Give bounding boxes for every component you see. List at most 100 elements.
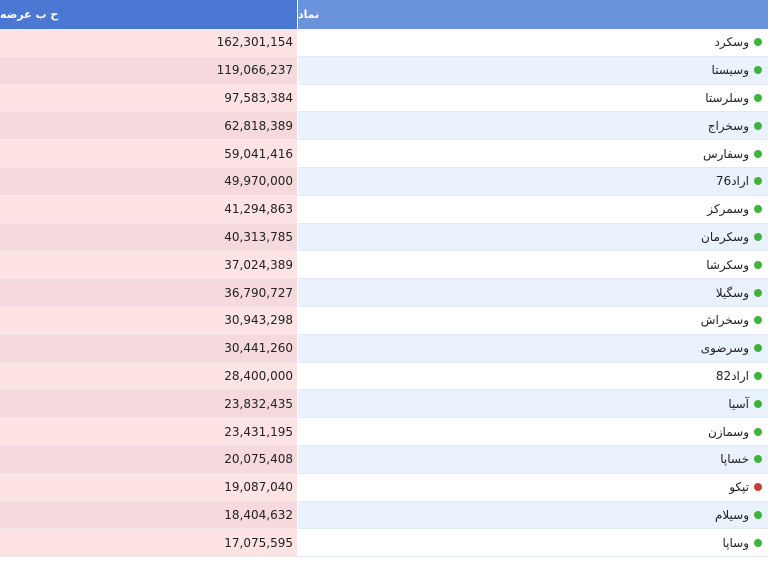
symbol-wrapper: وسمازن (708, 425, 762, 439)
symbol-link[interactable]: وسمازن (707, 424, 749, 439)
symbol-link[interactable]: تپکو (729, 480, 749, 495)
offer-volume-cell: 119,066,237 (0, 56, 298, 85)
status-up-dot-icon (754, 232, 762, 241)
symbol-link[interactable]: وسکرمان (701, 229, 749, 244)
status-down-dot-icon (754, 483, 762, 492)
table-row[interactable]: 37,024,389 وسکرشا (0, 251, 768, 280)
offer-volume-cell: 41,294,863 (0, 195, 298, 224)
symbol-cell: وسخراش (298, 306, 768, 335)
table-row[interactable]: 119,066,237 وسیستا (0, 56, 768, 85)
offer-volume-cell: 30,943,298 (0, 306, 298, 335)
symbol-cell: آسیا (298, 390, 768, 419)
symbol-cell: وسگیلا (298, 279, 768, 307)
table-row[interactable]: 62,818,389 وسخراج (0, 112, 768, 141)
symbol-wrapper: وساپا (722, 536, 762, 550)
symbol-wrapper: آسیا (728, 397, 762, 411)
table-header: ح ب عرضه نماد (0, 0, 768, 29)
symbol-wrapper: وسخراش (701, 313, 762, 327)
symbol-link[interactable]: آسیا (728, 396, 749, 411)
offer-volume-cell: 30,441,260 (0, 334, 298, 363)
offer-volume-cell: 19,087,040 (0, 473, 298, 502)
symbol-cell: وسکرمان (298, 223, 768, 252)
symbol-wrapper: وسمرکز (707, 202, 762, 216)
symbol-cell: تپکو (298, 473, 768, 502)
symbol-wrapper: وسخراج (708, 119, 762, 133)
status-up-dot-icon (754, 427, 762, 436)
offer-volume-cell: 23,832,435 (0, 390, 298, 419)
table-row[interactable]: 20,075,408 خساپا (0, 445, 768, 474)
symbol-wrapper: وسرضوی (701, 341, 762, 355)
symbol-cell: خساپا (298, 445, 768, 474)
table-row[interactable]: 41,294,863 وسمرکز (0, 195, 768, 224)
table-row[interactable]: 30,441,260 وسرضوی (0, 334, 768, 363)
offer-volume-cell: 36,790,727 (0, 279, 298, 307)
symbol-link[interactable]: اراد82 (715, 368, 749, 383)
symbol-link[interactable]: وسخراش (700, 313, 749, 328)
symbol-link[interactable]: وسکرد (714, 35, 749, 50)
symbol-link[interactable]: وسگیلا (715, 285, 749, 300)
symbol-link[interactable]: وسیلام (714, 507, 749, 522)
symbol-cell: وسلرستا (298, 84, 768, 113)
offer-volume-cell: 18,404,632 (0, 501, 298, 530)
symbol-wrapper: وسیستا (712, 63, 762, 77)
symbol-link[interactable]: وساپا (722, 535, 749, 550)
symbol-wrapper: وسگیلا (716, 286, 762, 300)
table-row[interactable]: 40,313,785 وسکرمان (0, 223, 768, 252)
symbol-cell: وسمرکز (298, 195, 768, 224)
symbol-link[interactable]: اراد76 (715, 174, 749, 189)
table-row[interactable]: 30,943,298 وسخراش (0, 306, 768, 335)
symbol-wrapper: وسفارس (703, 147, 762, 161)
offer-volume-cell: 97,583,384 (0, 84, 298, 113)
table-row[interactable]: 28,400,000 اراد82 (0, 362, 768, 391)
symbol-wrapper: وسلرستا (705, 91, 762, 105)
table-row[interactable]: 23,431,195 وسمازن (0, 418, 768, 446)
symbol-wrapper: اراد76 (716, 174, 762, 188)
symbol-link[interactable]: وسکرشا (706, 257, 749, 272)
symbol-wrapper: وسکرشا (706, 258, 762, 272)
symbol-link[interactable]: وسخراج (707, 118, 749, 133)
status-up-dot-icon (754, 538, 762, 547)
table-row[interactable]: 36,790,727 وسگیلا (0, 279, 768, 307)
symbol-cell: وسکرشا (298, 251, 768, 280)
offer-volume-cell: 37,024,389 (0, 251, 298, 280)
table-row[interactable]: 59,041,416 وسفارس (0, 140, 768, 168)
offer-volume-cell: 49,970,000 (0, 167, 298, 196)
symbol-cell: اراد76 (298, 167, 768, 196)
offer-volume-cell: 28,400,000 (0, 362, 298, 391)
table-row[interactable]: 18,404,632 وسیلام (0, 501, 768, 530)
symbol-link[interactable]: وسرضوی (700, 341, 749, 356)
status-up-dot-icon (754, 38, 762, 47)
status-up-dot-icon (754, 205, 762, 214)
column-header-symbol[interactable]: نماد (298, 0, 768, 29)
status-up-dot-icon (754, 93, 762, 102)
status-up-dot-icon (754, 510, 762, 519)
status-up-dot-icon (754, 121, 762, 130)
table-row[interactable]: 162,301,154 وسکرد (0, 29, 768, 57)
symbol-wrapper: وسکرد (715, 35, 762, 49)
symbol-cell: وساپا (298, 529, 768, 558)
table-row[interactable]: 23,832,435 آسیا (0, 390, 768, 419)
symbol-link[interactable]: خساپا (720, 452, 749, 467)
symbol-link[interactable]: وسلرستا (705, 90, 749, 105)
symbol-link[interactable]: وسیستا (711, 63, 749, 78)
symbol-link[interactable]: وسفارس (702, 146, 749, 161)
table-row[interactable]: 97,583,384 وسلرستا (0, 84, 768, 113)
status-up-dot-icon (754, 149, 762, 158)
symbol-link[interactable]: وسمرکز (707, 202, 749, 217)
offer-volume-cell: 20,075,408 (0, 445, 298, 474)
table-row[interactable]: 49,970,000 اراد76 (0, 167, 768, 196)
table-row[interactable]: 17,075,595 وساپا (0, 529, 768, 558)
offer-volume-cell: 59,041,416 (0, 140, 298, 168)
table-row[interactable]: 19,087,040 تپکو (0, 473, 768, 502)
symbol-cell: وسیستا (298, 56, 768, 85)
column-header-offer-volume[interactable]: ح ب عرضه (0, 0, 298, 29)
offer-volume-cell: 40,313,785 (0, 223, 298, 252)
status-up-dot-icon (754, 399, 762, 408)
status-up-dot-icon (754, 455, 762, 464)
status-up-dot-icon (754, 371, 762, 380)
offer-volume-cell: 62,818,389 (0, 112, 298, 141)
symbol-cell: وسرضوی (298, 334, 768, 363)
offer-volume-cell: 23,431,195 (0, 418, 298, 446)
symbol-wrapper: اراد82 (716, 369, 762, 383)
